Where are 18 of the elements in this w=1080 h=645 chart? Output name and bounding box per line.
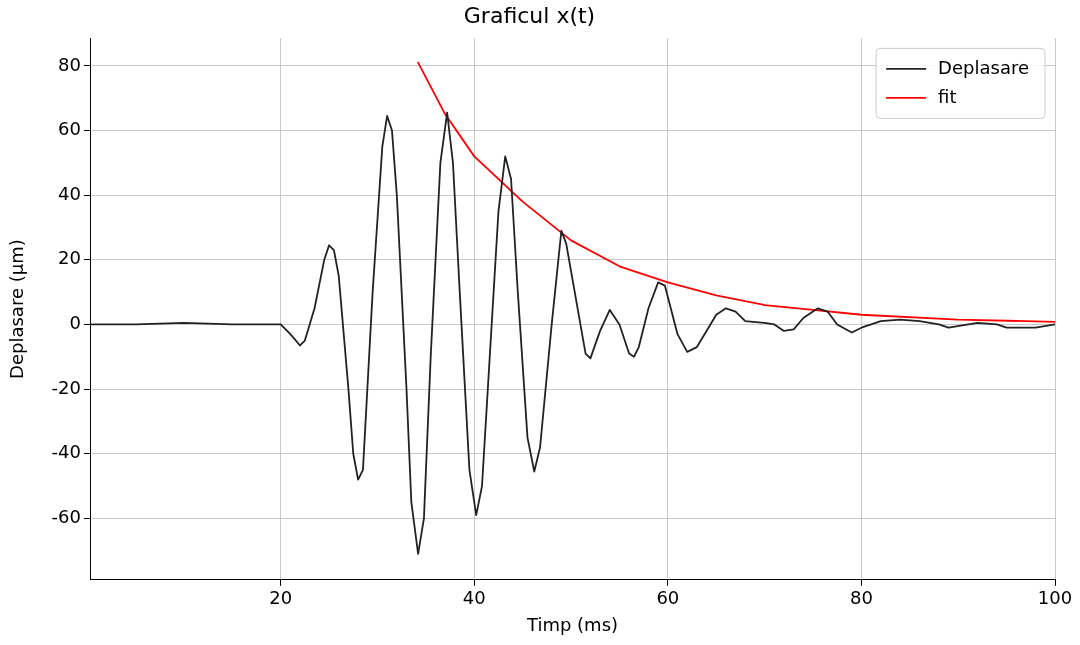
y-tick-label: -60 xyxy=(51,506,81,528)
x-tick-label: 100 xyxy=(1037,587,1073,609)
x-tick-label: 40 xyxy=(462,587,486,609)
y-tick-label: 20 xyxy=(58,247,81,269)
y-tick-label: -20 xyxy=(51,376,81,398)
legend-label: fit xyxy=(938,85,957,107)
y-tick-label: -40 xyxy=(51,441,81,463)
x-axis-title: Timp (ms) xyxy=(525,613,619,635)
chart-title: Graficul x(t) xyxy=(463,2,596,28)
y-axis-title: Deplasare (µm) xyxy=(6,239,28,379)
y-tick-label: 80 xyxy=(58,53,81,75)
x-tick-label: 80 xyxy=(849,587,873,609)
legend-label: Deplasare xyxy=(938,56,1030,78)
y-tick-label: 60 xyxy=(58,118,81,140)
x-tick-label: 20 xyxy=(269,587,293,609)
y-tick-label: 40 xyxy=(58,182,81,204)
y-tick-label: 0 xyxy=(69,312,81,334)
x-tick-label: 60 xyxy=(656,587,680,609)
